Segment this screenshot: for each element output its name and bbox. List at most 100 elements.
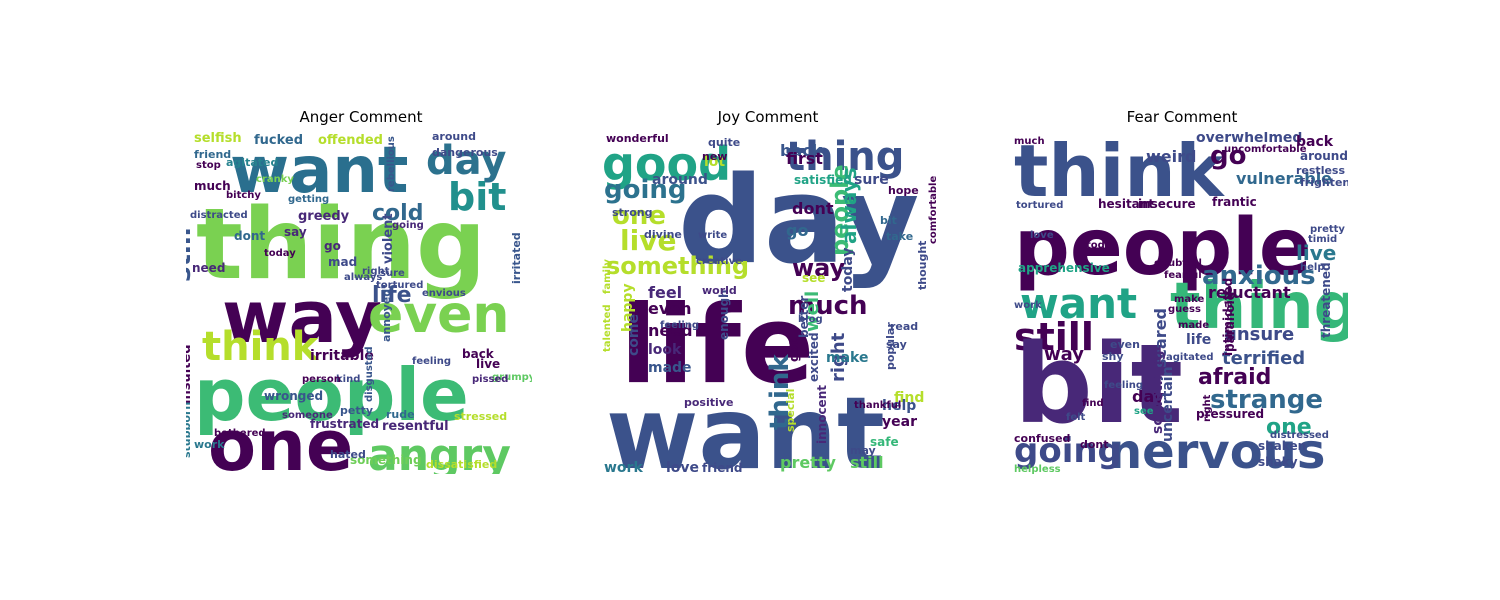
word-vulnerable: vulnerable <box>1236 169 1332 188</box>
word-go: go <box>1210 141 1246 171</box>
word-feel: feel <box>648 283 682 302</box>
word-hated: hated <box>330 448 366 461</box>
word-frightened: frightened <box>1300 176 1348 189</box>
word-rebellious: rebellious <box>386 136 397 192</box>
word-selfish: selfish <box>194 132 242 146</box>
fear-panel-title: Fear Comment <box>1126 108 1238 126</box>
word-violent: violent <box>381 213 396 264</box>
word-doubtful: doubtful <box>1154 258 1202 269</box>
word-annoyed: annoyed <box>380 289 393 342</box>
word-still: still <box>850 453 884 472</box>
word-life: life <box>372 283 412 308</box>
word-restless: restless <box>1296 164 1345 177</box>
word-thing: thing <box>196 188 486 302</box>
word-even: even <box>368 285 509 345</box>
word-need: need <box>648 321 693 340</box>
word-live: live <box>1296 241 1336 265</box>
word-still: still <box>1014 315 1094 359</box>
word-got: got <box>787 339 801 362</box>
word-cold: cold <box>372 201 423 226</box>
word-resentful: resentful <box>382 419 449 434</box>
word-greedy: greedy <box>298 209 350 224</box>
word-lot: lot <box>704 154 725 170</box>
word-distracted: distracted <box>190 210 248 221</box>
word-terrified: terrified <box>1222 348 1305 369</box>
word-pissed: pissed <box>472 374 508 385</box>
word-around: around <box>432 132 476 143</box>
word-made: made <box>648 360 692 376</box>
joy-panel-title: Joy Comment <box>717 108 819 126</box>
word-one: one <box>612 201 666 231</box>
word-bit: bit <box>1014 320 1183 448</box>
word-bothered: bothered <box>214 428 266 439</box>
word-dont: dont <box>234 229 265 243</box>
word-pretty: pretty <box>1310 224 1345 235</box>
word-stressed: stressed <box>454 410 507 423</box>
word-think: think <box>202 324 320 370</box>
word-nervous: nervous <box>1108 424 1325 474</box>
word-someone: someone <box>282 410 333 421</box>
word-around: around <box>1300 149 1348 163</box>
word-strong: strong <box>612 206 653 219</box>
word-live: live <box>476 357 500 371</box>
word-day: day <box>678 152 919 291</box>
word-innocent: innocent <box>815 385 829 444</box>
word-disgusted: disgusted <box>364 347 375 403</box>
word-back: back <box>780 141 823 160</box>
word-afraid: afraid <box>1198 365 1271 390</box>
word-take: take <box>886 230 913 243</box>
word-family: family <box>602 259 613 294</box>
word-dont: dont <box>792 199 834 218</box>
word-may: may <box>850 444 876 457</box>
word-see: see <box>802 271 825 285</box>
word-find: find <box>1082 398 1104 409</box>
word-quite: quite <box>708 136 740 149</box>
word-talented: talented <box>602 304 613 352</box>
word-reluctant: reluctant <box>1208 283 1291 302</box>
word-people: people <box>826 164 854 256</box>
word-help: help <box>882 398 916 414</box>
word-rude: rude <box>386 408 415 421</box>
word-shaken: shaken <box>1258 439 1306 453</box>
word-fucked: fucked <box>254 133 303 148</box>
word-bit: bit <box>448 175 506 219</box>
word-hesitant: hesitant <box>1098 197 1154 211</box>
joy-word-cloud: day life want good thing going one live somethin… <box>598 132 942 474</box>
word-grumpy: grumpy <box>492 372 532 383</box>
word-still: still <box>186 227 197 282</box>
word-day: day <box>1132 387 1165 406</box>
word-look: look <box>648 342 682 358</box>
anger-panel-title: Anger Comment <box>299 108 423 126</box>
word-today: today <box>1086 240 1118 251</box>
word-even: even <box>648 299 692 318</box>
word-frantic: frantic <box>1212 195 1257 209</box>
word-paranoid: paranoid <box>1223 292 1237 352</box>
word-live: live <box>620 224 676 257</box>
word-something: something <box>606 252 749 280</box>
word-life: life <box>1186 332 1211 348</box>
word-kind: kind <box>336 374 360 385</box>
word-life: life <box>620 283 814 408</box>
word-scared: scared <box>1151 308 1170 368</box>
word-one: one <box>1266 415 1312 440</box>
word-always: always <box>837 167 861 244</box>
word-irritated: irritated <box>510 232 523 284</box>
word-fearful: fearful <box>1164 270 1202 281</box>
word-cranky: cranky <box>256 174 294 185</box>
word-see: see <box>1134 406 1154 417</box>
word-right: right <box>362 266 390 277</box>
word-back: back <box>462 347 495 361</box>
word-something: something <box>1150 351 1166 434</box>
word-go: go <box>786 221 808 240</box>
word-satisfied: satisfied <box>794 173 852 187</box>
word-better: better <box>797 296 811 338</box>
word-way: way <box>1044 344 1084 365</box>
word-help: help <box>1300 262 1325 273</box>
word-work: work <box>194 438 225 451</box>
word-even: even <box>1110 338 1140 351</box>
word-come: come <box>626 314 642 356</box>
word-tortured: tortured <box>1016 200 1063 211</box>
word-thing: thing <box>786 134 904 180</box>
word-creative: creative <box>696 256 742 267</box>
word-dissatisfied: dissatisfied <box>426 458 497 471</box>
